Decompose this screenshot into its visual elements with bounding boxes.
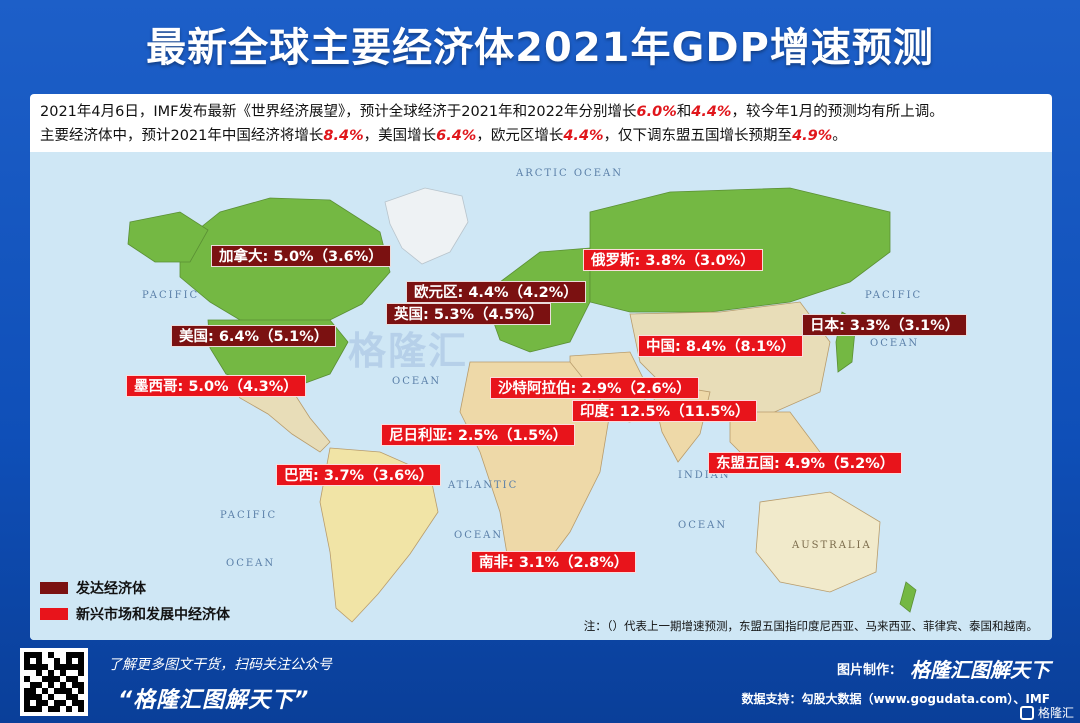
label-saudi: 沙特阿拉伯: 2.9%（2.6%）: [490, 377, 699, 399]
label-brazil: 巴西: 3.7%（3.6%）: [276, 464, 442, 486]
label-usa: 美国: 6.4%（5.1%）: [171, 325, 337, 347]
asean-value: 4.9%: [792, 128, 833, 144]
qr-code-pattern: [24, 652, 84, 712]
label-russia: 俄罗斯: 3.8%（3.0%）: [583, 249, 763, 271]
new-zealand-shape: [899, 581, 917, 613]
legend-developed: 发达经济体: [40, 578, 146, 598]
label-uk: 英国: 5.3%（4.5%）: [386, 303, 552, 325]
pacific-west-label: PACIFIC: [142, 290, 200, 301]
label-eurozone: 欧元区: 4.4%（4.2%）: [406, 281, 586, 303]
page-title: 最新全球主要经济体2021年GDP增速预测: [146, 25, 934, 71]
pacific-south-label-2: OCEAN: [226, 558, 276, 569]
alaska-shape: [127, 211, 209, 263]
label-india: 印度: 12.5%（11.5%）: [572, 400, 758, 422]
main-card: 2021年4月6日，IMF发布最新《世界经济展望》，预计全球经济于2021年和2…: [30, 94, 1052, 640]
label-mexico: 墨西哥: 5.0%（4.3%）: [126, 375, 306, 397]
label-canada: 加拿大: 5.0%（3.6%）: [211, 245, 391, 267]
indian-ocean-label-1: INDIAN: [678, 470, 731, 481]
arctic-ocean-label: ARCTIC OCEAN: [516, 168, 623, 179]
label-japan: 日本: 3.3%（3.1%）: [802, 314, 968, 336]
footer-subscribe-text: 了解更多图文干货，扫码关注公众号: [108, 657, 332, 673]
australia-shape: [755, 491, 881, 593]
label-china: 中国: 8.4%（8.1%）: [638, 335, 804, 357]
footer: 了解更多图文干货，扫码关注公众号 “格隆汇图解天下” 图片制作： 格隆汇图解天下…: [0, 642, 1080, 723]
footer-account-name: “格隆汇图解天下”: [118, 688, 310, 713]
atlantic-south-label-1: ATLANTIC: [448, 480, 519, 491]
label-nigeria: 尼日利亚: 2.5%（1.5%）: [381, 424, 576, 446]
label-south-africa: 南非: 3.1%（2.8%）: [471, 551, 637, 573]
legend-emerging: 新兴市场和发展中经济体: [40, 604, 230, 624]
global-2021-value: 6.0%: [636, 104, 677, 120]
australia-label: AUSTRALIA: [792, 540, 872, 551]
intro-text: 2021年4月6日，IMF发布最新《世界经济展望》，预计全球经济于2021年和2…: [40, 100, 1045, 148]
legend-emerging-swatch: [40, 608, 68, 620]
world-map: [30, 152, 1052, 640]
global-2022-value: 4.4%: [691, 104, 732, 120]
footnote: 注：（）代表上一期增速预测，东盟五国指印度尼西亚、马来西亚、菲律宾、泰国和越南。: [583, 619, 1038, 633]
footer-data-support: 数据支持：勾股大数据（www.gogudata.com）、IMF: [741, 692, 1050, 706]
footer-corner-logo: 格隆汇: [1019, 704, 1074, 721]
usa-value: 6.4%: [436, 128, 477, 144]
greenland-shape: [384, 187, 469, 265]
label-asean: 东盟五国: 4.9%（5.2%）: [708, 452, 903, 474]
footer-credit: 图片制作： 格隆汇图解天下: [837, 654, 1050, 683]
gelonghui-logo-icon: [1019, 705, 1034, 720]
intro-line-1: 2021年4月6日，IMF发布最新《世界经济展望》，预计全球经济于2021年和2…: [40, 104, 944, 120]
indian-ocean-label-2: OCEAN: [678, 520, 728, 531]
world-map-svg: [30, 152, 1052, 640]
eurozone-value: 4.4%: [563, 128, 604, 144]
intro-line-2: 主要经济体中，预计2021年中国经济将增长8.4%，美国增长6.4%，欧元区增长…: [40, 128, 847, 144]
atlantic-south-label-2: OCEAN: [454, 530, 504, 541]
china-value: 8.4%: [323, 128, 364, 144]
pacific-east-ocean-label: OCEAN: [870, 338, 920, 349]
watermark: 格隆汇: [348, 329, 469, 373]
pacific-east-label: PACIFIC: [865, 290, 923, 301]
legend-developed-swatch: [40, 582, 68, 594]
credit-brand: 格隆汇图解天下: [910, 658, 1050, 682]
pacific-south-label-1: PACIFIC: [220, 510, 278, 521]
atlantic-north-label: OCEAN: [392, 376, 442, 387]
qr-code[interactable]: [20, 648, 88, 716]
